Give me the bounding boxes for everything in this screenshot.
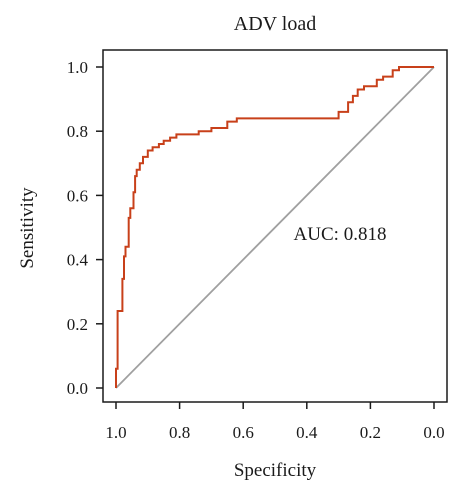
x-tick-label: 0.6 [233, 423, 254, 442]
auc-annotation: AUC: 0.818 [294, 224, 387, 245]
x-axis: 1.0 0.8 0.6 0.4 0.2 0.0 [105, 402, 445, 442]
plot-frame [102, 49, 448, 403]
y-tick-label: 0.6 [67, 186, 88, 205]
y-axis-label: Sensitivity [17, 187, 38, 269]
x-tick-label: 0.2 [360, 423, 381, 442]
x-tick-label: 0.8 [169, 423, 190, 442]
x-tick-label: 0.4 [296, 423, 318, 442]
y-tick-label: 0.0 [67, 379, 88, 398]
x-axis-label: Specificity [234, 460, 317, 481]
y-tick-label: 1.0 [67, 58, 88, 77]
y-axis: 0.0 0.2 0.4 0.6 0.8 1.0 [67, 58, 103, 398]
chart-title: ADV load [234, 13, 316, 35]
roc-curve [115, 66, 434, 388]
x-tick-label: 0.0 [423, 423, 444, 442]
reference-diagonal-line [115, 66, 435, 389]
y-tick-label: 0.8 [67, 122, 88, 141]
y-tick-label: 0.2 [67, 315, 88, 334]
y-tick-label: 0.4 [67, 251, 89, 270]
plot-area [102, 49, 448, 403]
x-tick-label: 1.0 [105, 423, 126, 442]
